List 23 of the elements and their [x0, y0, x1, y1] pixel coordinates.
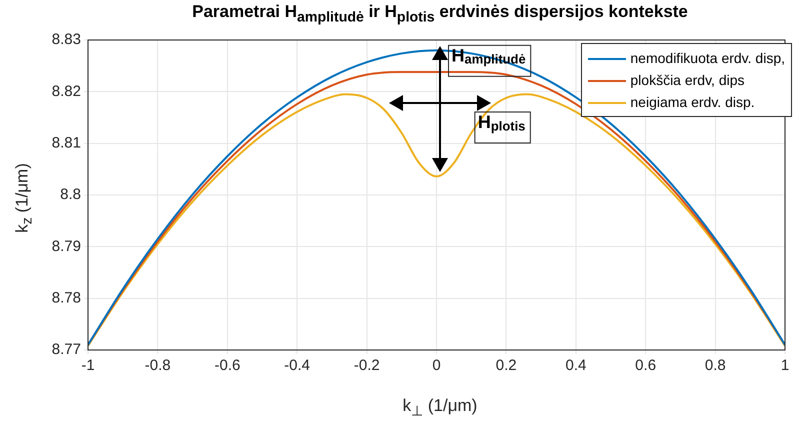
y-tick-label: 8.78: [52, 289, 81, 306]
x-tick-label: 0.6: [635, 357, 656, 374]
x-tick-label: -1: [81, 357, 95, 374]
x-tick-label: 0.8: [704, 357, 726, 374]
legend-label: neigiama erdv. disp.: [630, 94, 755, 110]
y-tick-label: 8.8: [60, 186, 81, 204]
x-tick-label: 0.2: [496, 357, 517, 374]
x-axis-title: k$_{⊥}$ (1/μm): [402, 396, 478, 420]
x-tick-label: -0.8: [144, 357, 171, 374]
x-tick-label: -0.2: [354, 357, 380, 374]
y-tick-label: 8.77: [52, 341, 81, 358]
y-tick-label: 8.79: [52, 238, 81, 255]
x-tick-label: 1: [780, 357, 790, 374]
chart-title: Parametrai H$_{amplitudė}$ ir H$_{plotis}$ erdvinės dispersijos kontekste: [191, 2, 689, 26]
legend-label: nemodifikuota erdv. disp,: [630, 50, 785, 66]
y-tick-label: 8.82: [52, 82, 81, 100]
y-tick-label: 8.83: [52, 31, 81, 48]
x-tick-label: -0.4: [284, 357, 310, 374]
x-tick-label: 0.4: [565, 357, 586, 374]
x-tick-label: -0.6: [214, 357, 240, 374]
x-tick-label: 0: [432, 357, 441, 374]
legend-label: plokščia erdv, dips: [630, 72, 745, 88]
y-tick-label: 8.81: [52, 134, 81, 152]
